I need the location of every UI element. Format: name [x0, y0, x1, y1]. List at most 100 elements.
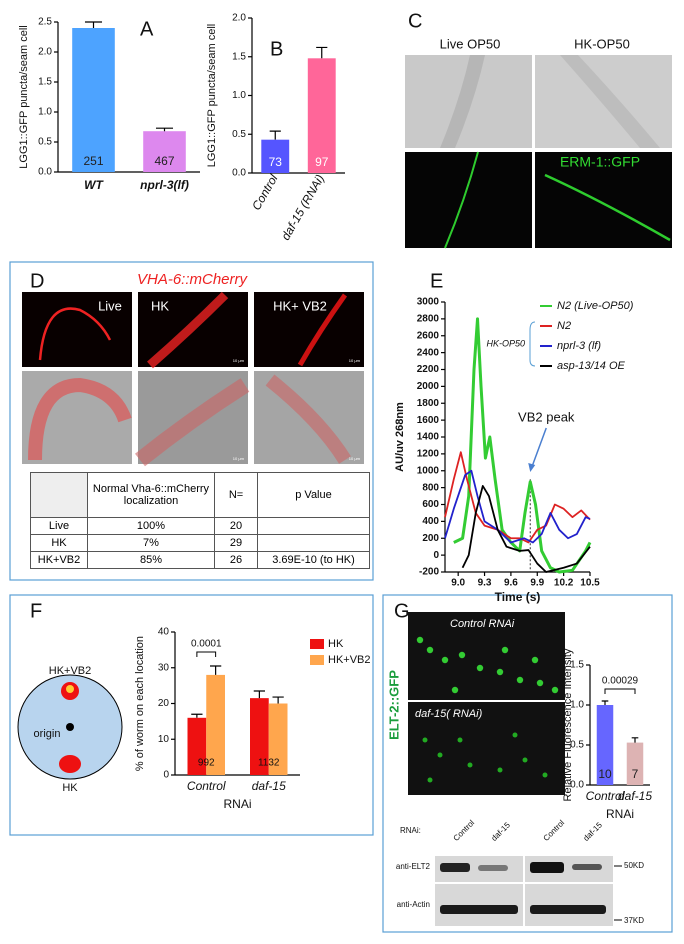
annotation-label: VB2 peak: [518, 409, 575, 424]
nucleus: [497, 767, 503, 773]
x-tick-label: Control: [586, 789, 625, 803]
panel-title: VHA-6::mCherry: [137, 271, 249, 288]
bar: [250, 698, 269, 775]
y-tick-label: 1.0: [232, 90, 246, 101]
annotation-arrowhead: [528, 463, 536, 472]
y-tick-label: 30: [158, 662, 170, 673]
column-label: Live OP50: [440, 36, 501, 51]
y-tick-label: 1800: [417, 398, 440, 409]
x-tick-label: 10.2: [554, 578, 574, 589]
table-header: Normal Vha-6::mCherry localization N= p …: [30, 472, 370, 518]
legend-swatch: [310, 655, 324, 665]
nucleus: [427, 777, 433, 783]
table-cell: N=: [214, 472, 258, 518]
nucleus: [551, 686, 559, 694]
table: Normal Vha-6::mCherry localization N= p …: [30, 472, 370, 569]
column-label: HK-OP50: [574, 36, 630, 51]
bar: [72, 28, 115, 172]
significance-bracket: [604, 688, 636, 694]
blot-band: [478, 865, 508, 871]
micrograph: [408, 702, 565, 795]
nucleus: [536, 679, 544, 687]
worm: [440, 55, 485, 148]
column-label: HK+ VB2: [273, 298, 327, 313]
image-label: daf-15( RNAi): [415, 708, 483, 720]
spot-vb2: [66, 685, 74, 693]
nucleus: [437, 752, 443, 758]
y-axis-label: Relative Fluorescence Intensity: [562, 648, 574, 801]
legend-label: N2 (Live-OP50): [557, 300, 634, 312]
y-tick-label: 1.5: [570, 660, 584, 671]
bar: [268, 703, 288, 775]
legend-swatch: [310, 639, 324, 649]
line-series: [453, 317, 592, 574]
micrograph: [405, 152, 532, 248]
table-row: HK+VB2 85% 26 3.69E-10 (to HK): [30, 551, 370, 569]
legend-label: asp-13/14 OE: [557, 360, 626, 372]
lane-label: Control: [542, 818, 567, 843]
panel-letter: C: [408, 10, 422, 32]
x-axis-label: RNAi: [606, 807, 634, 821]
y-tick-label: 0.0: [570, 780, 584, 791]
n-label: 97: [315, 155, 329, 169]
micrograph: [535, 152, 672, 248]
legend-label: N2: [557, 320, 571, 332]
bar: [143, 131, 186, 172]
bar: [261, 139, 290, 173]
table-cell: 29: [214, 534, 258, 552]
error-bar: [84, 21, 103, 28]
scale-bar-label: 10 μm: [349, 456, 361, 461]
scale-bar-label: 10 μm: [233, 358, 245, 363]
significance-bracket: [196, 651, 217, 657]
table-cell: Live: [30, 517, 88, 535]
panel-border: [9, 261, 374, 581]
gfp-signal: [544, 173, 671, 242]
y-tick-label: 0.0: [232, 168, 246, 179]
panel-letter: F: [30, 600, 42, 622]
error-bar: [601, 700, 609, 705]
lane-label: Control: [452, 818, 477, 843]
nucleus: [522, 757, 528, 763]
nucleus: [496, 668, 504, 676]
error-bar: [272, 696, 284, 704]
n-label: 467: [154, 154, 174, 168]
annotation-arrow: [531, 427, 547, 467]
nucleus: [531, 656, 539, 664]
table-cell: [257, 534, 370, 552]
y-tick-label: 2.0: [232, 13, 246, 24]
y-tick-label: 40: [158, 627, 170, 638]
y-tick-label: 2000: [417, 381, 440, 392]
nucleus: [422, 737, 428, 743]
line-series: [444, 451, 591, 544]
antibody-label: anti-Actin: [397, 900, 430, 909]
y-tick-label: 1.0: [570, 700, 584, 711]
legend-label: HK: [328, 638, 344, 650]
y-tick-label: 0.5: [570, 740, 584, 751]
bar: [596, 705, 614, 785]
legend-bracket: [529, 321, 536, 367]
panel-letter: D: [30, 270, 44, 292]
worm: [147, 291, 229, 369]
y-tick-label: 2.5: [38, 17, 52, 28]
table-cell: [257, 517, 370, 535]
table-cell: HK+VB2: [30, 551, 88, 569]
y-tick-label: 2800: [417, 314, 440, 325]
panel-letter: G: [394, 600, 410, 622]
y-tick-label: 20: [158, 698, 170, 709]
panel-letter: B: [270, 38, 283, 60]
worm: [38, 307, 112, 361]
x-tick-label: 9.3: [478, 578, 492, 589]
x-tick-label: daf-15 (RNAi): [278, 172, 327, 243]
bar: [626, 742, 644, 785]
nucleus: [476, 664, 484, 672]
y-axis-label: LGG1::GFP puncta/seam cell: [206, 24, 218, 167]
x-tick-label: 10.5: [580, 578, 600, 589]
diagram-label: HK: [62, 782, 78, 794]
error-bar: [631, 737, 639, 743]
x-tick-label: daf-15: [618, 789, 652, 803]
error-bar: [253, 690, 265, 699]
y-tick-label: 1000: [417, 465, 440, 476]
legend-group: HK-OP50: [486, 338, 525, 348]
nucleus: [426, 646, 434, 654]
y-tick-label: 0.0: [38, 167, 52, 178]
